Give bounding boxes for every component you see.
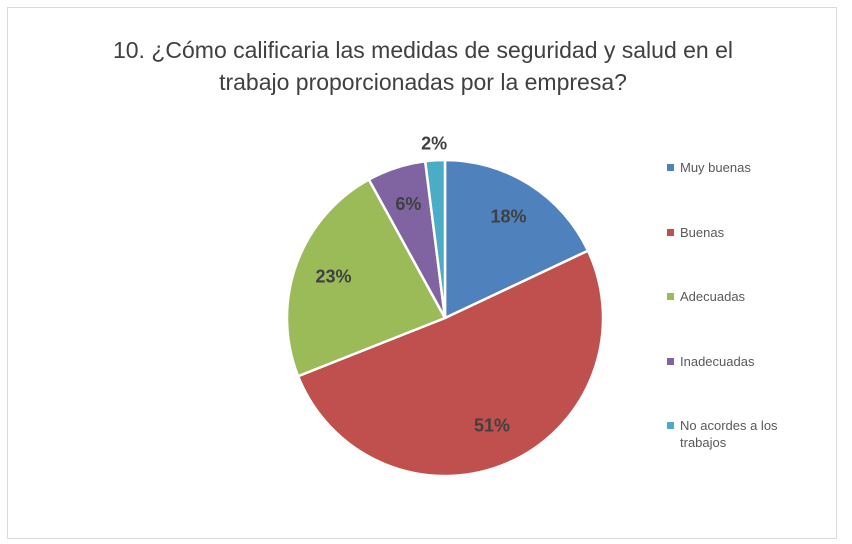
legend-swatch	[667, 228, 674, 236]
chart-frame	[7, 7, 837, 539]
data-label: 6%	[395, 194, 421, 214]
data-label: 2%	[421, 133, 447, 153]
chart-title: 10. ¿Cómo calificaria las medidas de seg…	[112, 37, 734, 95]
legend-swatch	[667, 422, 674, 429]
data-label: 23%	[315, 267, 351, 287]
legend-label: No acordes a los trabajos	[680, 418, 778, 450]
legend-swatch	[667, 293, 674, 300]
legend-swatch	[667, 357, 674, 365]
pie-slice	[296, 249, 605, 478]
legend-swatch	[667, 164, 674, 171]
legend-item: Muy buenas	[667, 159, 810, 176]
pie-slice	[443, 158, 590, 320]
legend-label: Muy buenas	[680, 160, 751, 175]
pie-slice	[285, 177, 447, 378]
legend-label: Buenas	[680, 224, 725, 240]
data-label: 51%	[474, 416, 510, 436]
legend-item: Buenas	[667, 224, 810, 241]
data-label: 18%	[490, 207, 526, 227]
legend-label: Adecuadas	[680, 289, 746, 304]
legend-item: Adecuadas	[667, 288, 810, 305]
pie-slice	[423, 158, 447, 319]
legend-item: Inadecuadas	[667, 353, 810, 370]
legend-item: No acordes a los trabajos	[667, 417, 810, 451]
legend-label: Inadecuadas	[680, 353, 755, 369]
